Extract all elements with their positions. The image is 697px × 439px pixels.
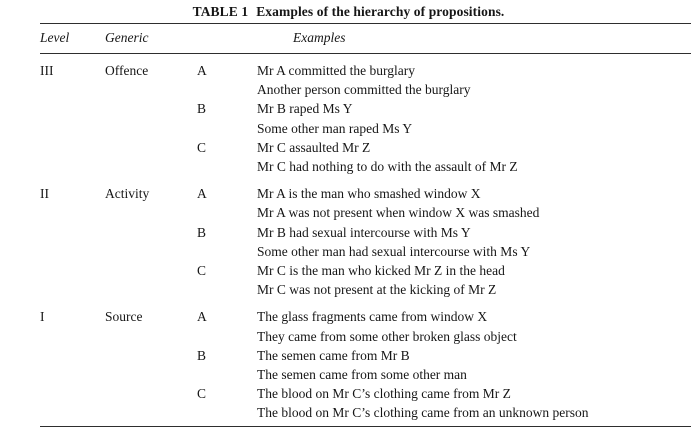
item-a: A Mr A is the man who smashed window X M…: [197, 184, 691, 222]
example-line: Mr C was not present at the kicking of M…: [257, 282, 497, 298]
item-lines: Mr B raped Ms Y Some other man raped Ms …: [257, 99, 691, 137]
rule-top: [40, 23, 691, 24]
table-number-label: TABLE 1: [192, 4, 249, 19]
item-letter: B: [197, 347, 207, 363]
section-items: A Mr A is the man who smashed window X M…: [197, 184, 691, 299]
section-items: A Mr A committed the burglary Another pe…: [197, 61, 691, 176]
item-a: A Mr A committed the burglary Another pe…: [197, 61, 691, 99]
item-lines: Mr C is the man who kicked Mr Z in the h…: [257, 261, 691, 299]
table-body: III Offence A Mr A committed the burglar…: [40, 54, 691, 426]
item-lines: The glass fragments came from window X T…: [257, 307, 691, 345]
item-letter: C: [197, 386, 207, 402]
example-line: Another person committed the burglary: [257, 82, 471, 98]
example-line: Mr C is the man who kicked Mr Z in the h…: [257, 263, 505, 279]
example-line: They came from some other broken glass o…: [257, 328, 517, 344]
item-c: C Mr C assaulted Mr Z Mr C had nothing t…: [197, 138, 691, 176]
section-offence: III Offence A Mr A committed the burglar…: [40, 61, 691, 176]
item-lines: Mr A committed the burglary Another pers…: [257, 61, 691, 99]
example-line: Mr B had sexual intercourse with Ms Y: [257, 224, 471, 240]
example-line: Mr C assaulted Mr Z: [257, 139, 371, 155]
level-value: II: [40, 186, 49, 202]
rule-bottom: [40, 425, 691, 427]
table-header-row: Level Generic Examples: [40, 24, 691, 53]
item-letter: B: [197, 101, 207, 117]
level-value: III: [40, 63, 54, 78]
column-header-level: Level: [40, 30, 70, 45]
item-c: C The blood on Mr C’s clothing came from…: [197, 384, 691, 422]
item-letter: A: [197, 309, 207, 325]
example-line: Mr A is the man who smashed window X: [257, 186, 481, 202]
item-letter: A: [197, 63, 207, 78]
propositions-table: Level Generic Examples III Offence A Mr …: [40, 23, 691, 427]
example-line: Mr A was not present when window X was s…: [257, 205, 540, 221]
level-value: I: [40, 309, 45, 325]
section-items: A The glass fragments came from window X…: [197, 307, 691, 422]
item-letter: C: [197, 139, 207, 155]
item-b: B Mr B raped Ms Y Some other man raped M…: [197, 99, 691, 137]
header-spacer: [197, 30, 257, 46]
generic-value: Offence: [105, 63, 149, 78]
example-line: The semen came from some other man: [257, 367, 467, 383]
item-letter: C: [197, 263, 207, 279]
example-line: Mr A committed the burglary: [257, 63, 415, 78]
example-line: Mr C had nothing to do with the assault …: [257, 159, 518, 175]
column-header-generic: Generic: [105, 30, 149, 45]
item-b: B Mr B had sexual intercourse with Ms Y …: [197, 223, 691, 261]
example-line: The blood on Mr C’s clothing came from M…: [257, 386, 511, 402]
item-lines: Mr B had sexual intercourse with Ms Y So…: [257, 223, 691, 261]
item-letter: A: [197, 186, 207, 202]
item-lines: Mr A is the man who smashed window X Mr …: [257, 184, 691, 222]
example-line: Mr B raped Ms Y: [257, 101, 353, 117]
example-line: The blood on Mr C’s clothing came from a…: [257, 405, 589, 421]
rule-under-header: [40, 53, 691, 54]
item-lines: The semen came from Mr B The semen came …: [257, 346, 691, 384]
example-line: The semen came from Mr B: [257, 347, 410, 363]
column-header-examples: Examples: [293, 30, 346, 45]
item-b: B The semen came from Mr B The semen cam…: [197, 346, 691, 384]
table-title: TABLE 1 Examples of the hierarchy of prop…: [0, 4, 697, 20]
table-caption-text: Examples of the hierarchy of proposition…: [256, 4, 505, 19]
item-c: C Mr C is the man who kicked Mr Z in the…: [197, 261, 691, 299]
example-line: The glass fragments came from window X: [257, 309, 488, 325]
section-source: I Source A The glass fragments came from…: [40, 307, 691, 422]
example-line: Some other man had sexual intercourse wi…: [257, 243, 531, 259]
section-activity: II Activity A Mr A is the man who smashe…: [40, 184, 691, 299]
generic-value: Source: [105, 309, 143, 325]
generic-value: Activity: [105, 186, 150, 202]
item-lines: Mr C assaulted Mr Z Mr C had nothing to …: [257, 138, 691, 176]
item-a: A The glass fragments came from window X…: [197, 307, 691, 345]
example-line: Some other man raped Ms Y: [257, 120, 413, 136]
item-lines: The blood on Mr C’s clothing came from M…: [257, 384, 691, 422]
item-letter: B: [197, 224, 207, 240]
